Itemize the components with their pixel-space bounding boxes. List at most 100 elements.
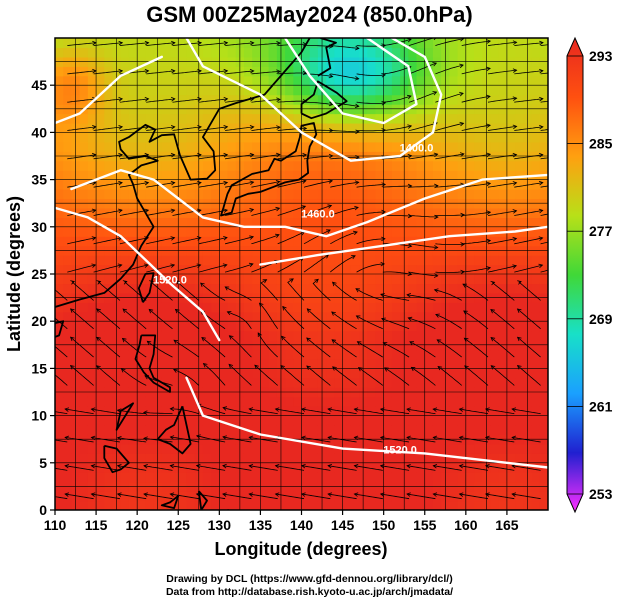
field-cell [137, 311, 146, 322]
field-cell [235, 491, 245, 502]
field-cell [211, 396, 220, 407]
field-cell [211, 472, 220, 483]
field-cell [523, 141, 533, 152]
field-cell [416, 255, 426, 266]
field-cell [63, 425, 73, 436]
field-cell [120, 425, 130, 436]
field-cell [531, 358, 541, 369]
streamline [65, 408, 94, 415]
field-cell [170, 160, 179, 171]
field-cell [326, 38, 335, 49]
field-cell [498, 406, 508, 417]
field-cell [391, 75, 401, 86]
field-cell [498, 311, 508, 322]
streamline [251, 207, 280, 216]
streamline-arrowhead [274, 407, 280, 412]
streamline-arrowhead [249, 40, 255, 46]
streamline-arrowhead [463, 310, 468, 315]
field-cell [170, 321, 179, 332]
field-cell [104, 443, 114, 454]
field-cell [424, 122, 434, 133]
field-cell [326, 189, 335, 200]
field-cell [391, 462, 401, 473]
field-cell [202, 85, 212, 96]
field-cell [342, 85, 352, 96]
streamline-arrowhead [433, 152, 439, 158]
streamline-arrowhead [92, 125, 97, 130]
field-cell [252, 443, 262, 454]
streamline [409, 153, 438, 160]
field-cell [219, 396, 229, 407]
field-cell [137, 179, 146, 190]
streamline-arrowhead [223, 236, 228, 241]
field-cell [350, 349, 360, 360]
field-cell [359, 207, 368, 218]
field-cell [252, 132, 262, 143]
streamline [331, 339, 357, 358]
field-cell [326, 472, 335, 483]
streamline-arrowhead [301, 179, 307, 184]
field-cell [268, 132, 278, 143]
field-cell [55, 311, 64, 322]
field-cell [424, 113, 434, 124]
field-cell [531, 207, 541, 218]
field-cell [260, 311, 270, 322]
field-cell [457, 302, 467, 313]
field-cell [531, 453, 541, 464]
field-cell [161, 236, 171, 247]
streamline [65, 437, 94, 443]
field-cell [112, 207, 122, 218]
field-cell [202, 38, 212, 49]
field-cell [531, 425, 541, 436]
field-cell [87, 406, 97, 417]
field-cell [367, 132, 377, 143]
field-cell [375, 85, 385, 96]
contour-label: 1400.0 [400, 142, 434, 154]
field-cell [63, 56, 73, 67]
streamline-arrowhead [538, 180, 544, 186]
streamline [514, 210, 543, 216]
field-cell [375, 481, 385, 492]
field-cell [202, 472, 212, 483]
field-cell [309, 104, 319, 115]
field-cell [383, 189, 393, 200]
field-cell [112, 122, 122, 133]
field-cell [506, 132, 516, 143]
streamline-arrowhead [116, 492, 122, 497]
field-cell [145, 472, 155, 483]
field-cell [326, 264, 335, 275]
streamline [406, 493, 436, 500]
streamline-arrowhead [276, 97, 281, 102]
field-cell [490, 396, 500, 407]
field-cell [309, 321, 319, 332]
field-cell [490, 349, 500, 360]
field-cell [342, 311, 352, 322]
field-cell [260, 500, 270, 510]
field-cell [359, 462, 368, 473]
streamline-arrowhead [539, 124, 544, 130]
field-cell [432, 453, 442, 464]
streamline-arrowhead [407, 243, 413, 248]
field-cell [268, 481, 278, 492]
field-cell [219, 425, 229, 436]
field-cell [367, 415, 377, 426]
streamline-arrowhead [118, 152, 124, 158]
field-cell [375, 472, 385, 483]
contour-line [70, 169, 548, 238]
field-cell [87, 160, 97, 171]
streamline [485, 437, 515, 443]
field-cell [367, 406, 377, 417]
field-cell [202, 179, 212, 190]
streamline [382, 66, 411, 75]
coastline [55, 320, 65, 338]
field-cell [219, 75, 229, 86]
field-cell [457, 217, 467, 228]
streamline-arrowhead [379, 492, 385, 497]
field-cell [219, 47, 229, 58]
streamline [198, 264, 227, 273]
field-cell [539, 453, 548, 464]
field-cell [227, 38, 237, 49]
field-cell [79, 302, 89, 313]
field-cell [515, 179, 524, 190]
field-cell [326, 236, 335, 247]
